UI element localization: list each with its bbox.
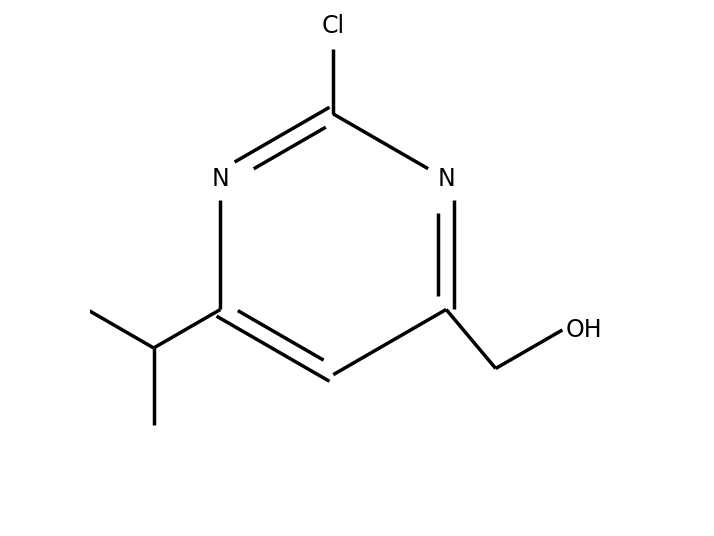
- Text: N: N: [437, 167, 455, 191]
- Text: OH: OH: [565, 318, 602, 342]
- Text: Cl: Cl: [322, 14, 345, 38]
- Text: N: N: [211, 167, 229, 191]
